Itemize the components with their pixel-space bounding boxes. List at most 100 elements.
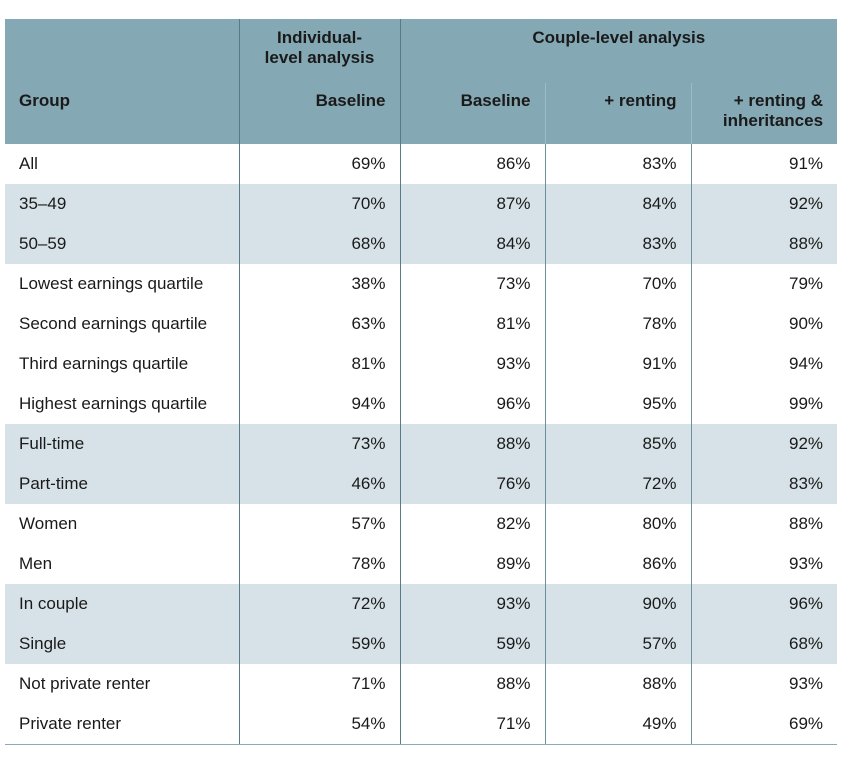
cell-individual-baseline: 46% [238,464,400,504]
cell-couple-baseline: 86% [399,144,545,184]
cell-couple-renting: 78% [544,304,691,344]
cell-couple-baseline: 88% [399,424,545,464]
cell-couple-renting-inheritances: 88% [690,224,838,264]
header-individual-level: Individual- level analysis [238,19,400,83]
cell-individual-baseline: 69% [238,144,400,184]
cell-individual-baseline: 73% [238,424,400,464]
header-couple-renting: + renting [544,83,691,144]
cell-couple-renting-inheritances: 83% [690,464,838,504]
cell-couple-renting-inheritances: 88% [690,504,838,544]
row-group-label: Women [19,514,78,533]
row-group-label: Private renter [5,704,239,745]
table-row: All 69% 86% 83% 91% [5,144,838,184]
cell-individual-baseline: 54% [238,704,400,745]
row-group-label: Part-time [5,464,239,504]
cell-individual-baseline: 78% [238,544,400,584]
cell-couple-baseline: 71% [399,704,545,745]
table-row: Second earnings quartile 63% 81% 78% 90% [5,304,838,344]
cell-couple-renting: 88% [544,664,691,704]
table-row: Lowest earnings quartile 38% 73% 70% 79% [5,264,838,304]
cell-individual-baseline: 94% [238,384,400,424]
table-body: All 69% 86% 83% 91% 35–49 70% 87% 84% 92% 50–59 68%… [5,144,838,745]
cell-couple-renting: 70% [544,264,691,304]
cell-individual-baseline: 72% [238,584,400,624]
cell-individual-baseline: 68% [238,224,400,264]
header-individual-baseline: Baseline [238,83,400,144]
table-row: Full-time 73% 88% 85% 92% [5,424,838,464]
row-group-label: 50–59 [5,224,239,264]
cell-couple-renting: 83% [544,144,691,184]
cell-couple-baseline: 59% [399,624,545,664]
row-group-label: Highest earnings quartile [19,394,208,413]
header-couple-baseline: Baseline [399,83,545,144]
row-group-label: Second earnings quartile [19,314,208,333]
table-row: Third earnings quartile 81% 93% 91% 94% [5,344,838,384]
header-individual-line1: Individual- [277,28,362,47]
row-group-label: In couple [5,584,239,624]
cell-couple-renting: 91% [544,344,691,384]
cell-couple-renting-inheritances: 68% [690,624,838,664]
cell-couple-renting-inheritances: 91% [690,144,838,184]
cell-individual-baseline: 57% [238,504,400,544]
cell-couple-renting: 57% [544,624,691,664]
cell-couple-renting-inheritances: 92% [690,424,838,464]
row-group-label: Third earnings quartile [19,354,189,373]
cell-couple-baseline: 87% [399,184,545,224]
header-couple-renting-inheritances: + renting & inheritances [690,83,838,144]
table-row: Not private renter 71% 88% 88% 93% [5,664,838,704]
cell-couple-renting-inheritances: 90% [690,304,838,344]
cell-couple-baseline: 82% [399,504,545,544]
cell-individual-baseline: 71% [238,664,400,704]
row-group-label: Full-time [5,424,239,464]
table-row: Part-time 46% 76% 72% 83% [5,464,838,504]
table-row: 35–49 70% 87% 84% 92% [5,184,838,224]
header-individual-line2: level analysis [264,48,375,67]
header-row-top: Individual- level analysis Couple-level … [5,19,838,83]
header-couple-level: Couple-level analysis [399,19,838,83]
row-group-label: 35–49 [5,184,239,224]
header-group: Group [5,83,239,144]
row-group-label: Not private renter [19,674,151,693]
cell-individual-baseline: 59% [238,624,400,664]
data-table: Individual- level analysis Couple-level … [5,19,838,745]
cell-individual-baseline: 38% [238,264,400,304]
cell-individual-baseline: 70% [238,184,400,224]
cell-couple-renting: 85% [544,424,691,464]
table-row: Men 78% 89% 86% 93% [5,544,838,584]
header-col4-line2: inheritances [722,111,824,130]
cell-couple-renting-inheritances: 94% [690,344,838,384]
cell-couple-renting-inheritances: 93% [690,544,838,584]
cell-couple-renting-inheritances: 96% [690,584,838,624]
cell-couple-baseline: 89% [399,544,545,584]
cell-couple-baseline: 96% [399,384,545,424]
cell-couple-baseline: 84% [399,224,545,264]
table-row: 50–59 68% 84% 83% 88% [5,224,838,264]
row-group-label: Lowest earnings quartile [19,274,204,293]
cell-couple-baseline: 73% [399,264,545,304]
table-header: Individual- level analysis Couple-level … [5,19,838,144]
cell-couple-renting: 83% [544,224,691,264]
cell-couple-renting: 86% [544,544,691,584]
data-table-container: Individual- level analysis Couple-level … [5,19,838,745]
table-row: Single 59% 59% 57% 68% [5,624,838,664]
header-blank-cell [5,19,239,83]
cell-individual-baseline: 63% [238,304,400,344]
header-col4-line1: + renting & [733,91,824,110]
cell-couple-renting-inheritances: 93% [690,664,838,704]
cell-couple-renting: 49% [544,704,691,745]
table-row: Private renter 54% 71% 49% 69% [5,704,838,745]
cell-couple-renting-inheritances: 69% [690,704,838,745]
cell-couple-renting: 80% [544,504,691,544]
cell-couple-baseline: 88% [399,664,545,704]
cell-couple-baseline: 76% [399,464,545,504]
table-row: In couple 72% 93% 90% 96% [5,584,838,624]
header-row-bottom: Group Baseline Baseline + renting + rent… [5,83,838,144]
row-group-label: All [19,154,38,173]
cell-couple-renting-inheritances: 92% [690,184,838,224]
cell-couple-renting-inheritances: 79% [690,264,838,304]
cell-individual-baseline: 81% [238,344,400,384]
row-group-label: Single [5,624,239,664]
table-row: Highest earnings quartile 94% 96% 95% 99% [5,384,838,424]
cell-couple-renting: 72% [544,464,691,504]
cell-couple-baseline: 81% [399,304,545,344]
